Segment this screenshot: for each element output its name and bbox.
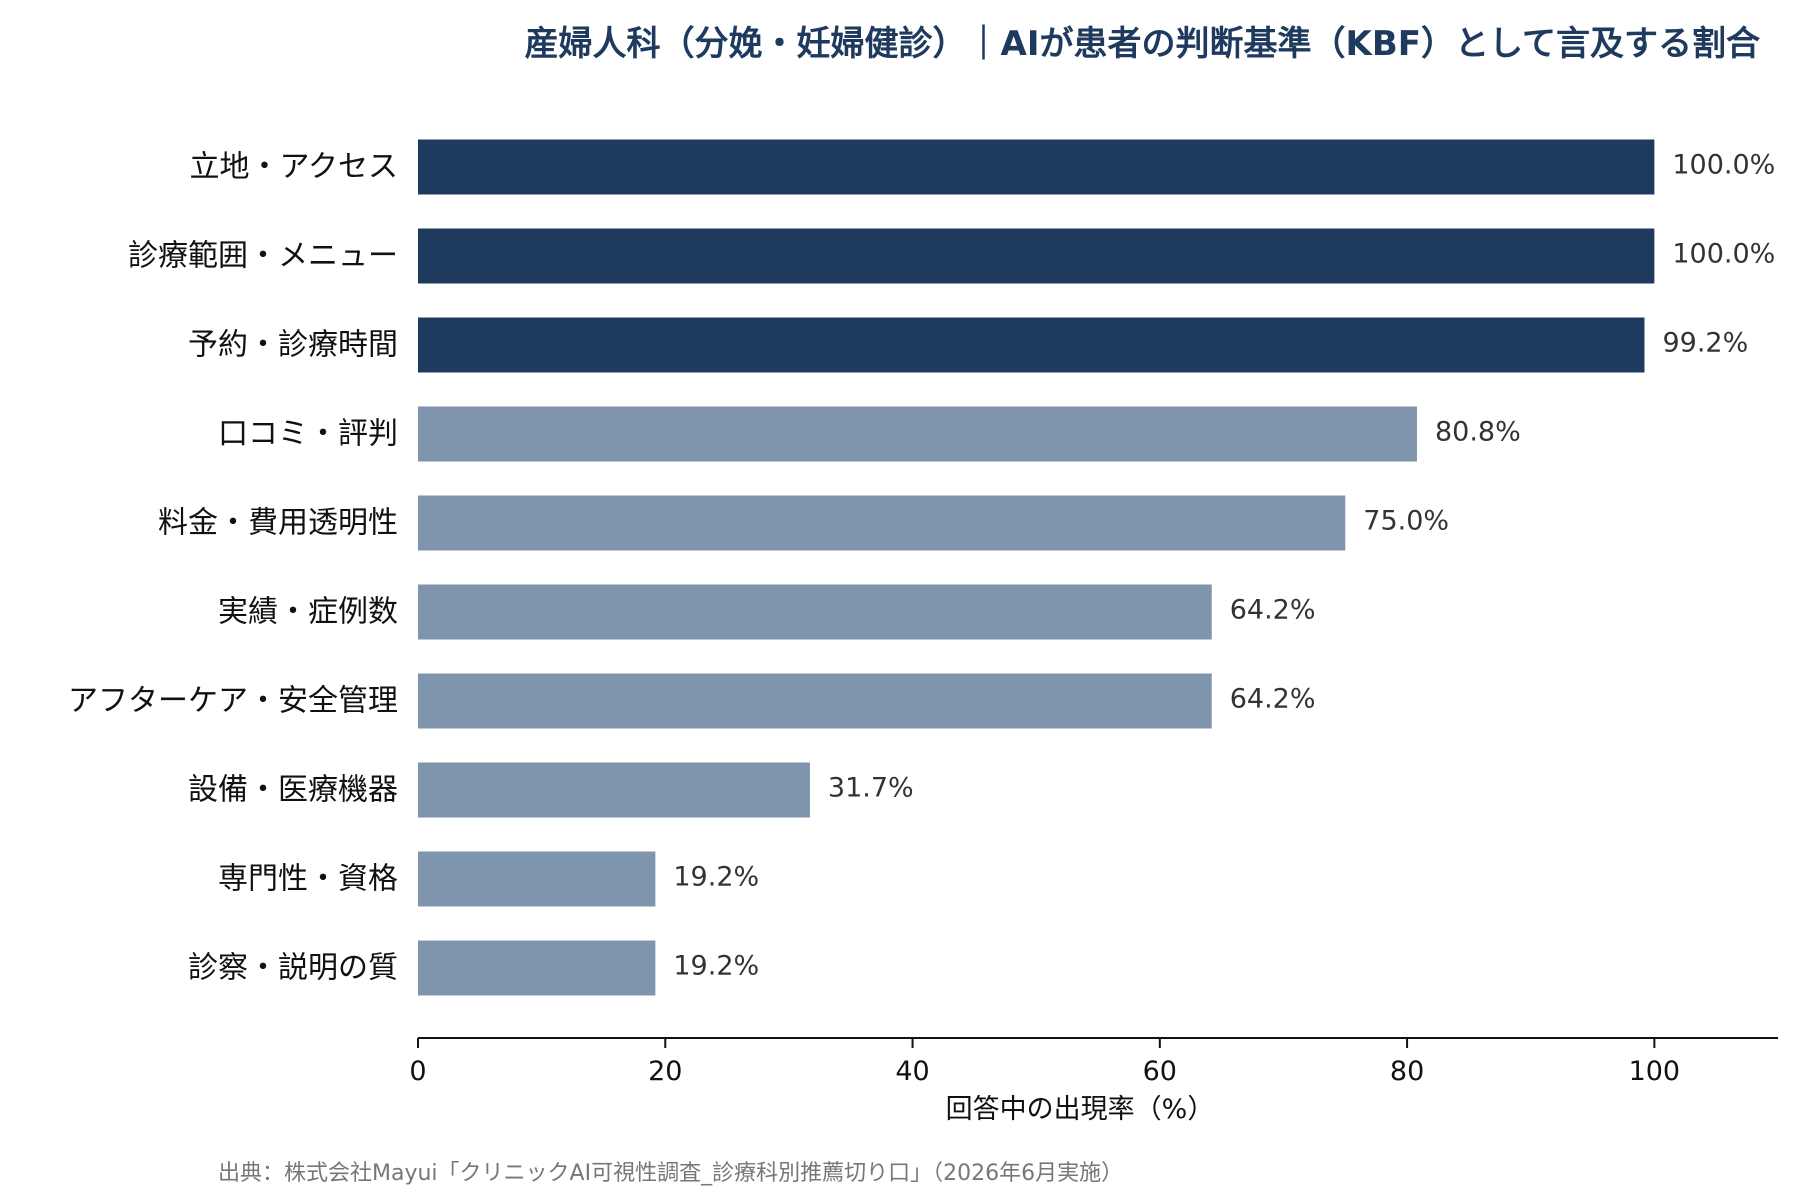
category-label: 口コミ・評判 — [218, 417, 398, 452]
chart-title: 産婦人科（分娩・妊婦健診）｜AIが患者の判断基準（KBF）として言及する割合 — [525, 24, 1760, 64]
category-label: 予約・診療時間 — [188, 328, 398, 363]
x-axis: 0 20 40 60 80 100 — [409, 1037, 1778, 1087]
x-tick-label: 60 — [1143, 1056, 1177, 1087]
bar-5 — [418, 584, 1212, 640]
bar-7 — [418, 762, 810, 818]
category-label: 実績・症例数 — [218, 595, 398, 630]
category-label: 料金・費用透明性 — [158, 506, 398, 541]
bar-3 — [418, 406, 1417, 462]
category-label: 診療範囲・メニュー — [128, 239, 398, 274]
value-label: 64.2% — [1230, 684, 1316, 715]
x-tick-label: 40 — [895, 1056, 929, 1087]
value-label: 19.2% — [673, 951, 759, 982]
value-label: 64.2% — [1230, 595, 1316, 626]
x-tick-label: 20 — [648, 1056, 682, 1087]
x-tick-label: 100 — [1629, 1056, 1681, 1087]
category-label: 立地・アクセス — [190, 150, 399, 185]
bar-6 — [418, 673, 1212, 729]
category-label: 設備・医療機器 — [188, 773, 398, 808]
bars-group: 立地・アクセス 100.0% 診療範囲・メニュー 100.0% 予約・診療時間 99.2%… — [68, 139, 1775, 996]
x-axis-label: 回答中の出現率（%） — [946, 1094, 1215, 1125]
x-tick-label: 0 — [409, 1056, 426, 1087]
source-note: 出典：株式会社Mayui「クリニックAI可視性調査_診療科別推薦切り口」（202… — [218, 1161, 1123, 1186]
value-label: 31.7% — [828, 773, 914, 804]
category-label: 専門性・資格 — [218, 862, 398, 897]
category-label: アフターケア・安全管理 — [68, 684, 398, 719]
bar-1 — [418, 228, 1655, 284]
value-label: 19.2% — [673, 862, 759, 893]
value-label: 100.0% — [1672, 239, 1775, 270]
value-label: 99.2% — [1662, 328, 1748, 359]
bar-2 — [418, 317, 1645, 373]
bar-0 — [418, 139, 1655, 195]
bar-4 — [418, 495, 1346, 551]
value-label: 75.0% — [1363, 506, 1449, 537]
x-tick-label: 80 — [1390, 1056, 1424, 1087]
value-label: 80.8% — [1435, 417, 1521, 448]
bar-9 — [418, 940, 656, 996]
category-label: 診察・説明の質 — [188, 951, 398, 986]
value-label: 100.0% — [1672, 150, 1775, 181]
bar-8 — [418, 851, 656, 907]
